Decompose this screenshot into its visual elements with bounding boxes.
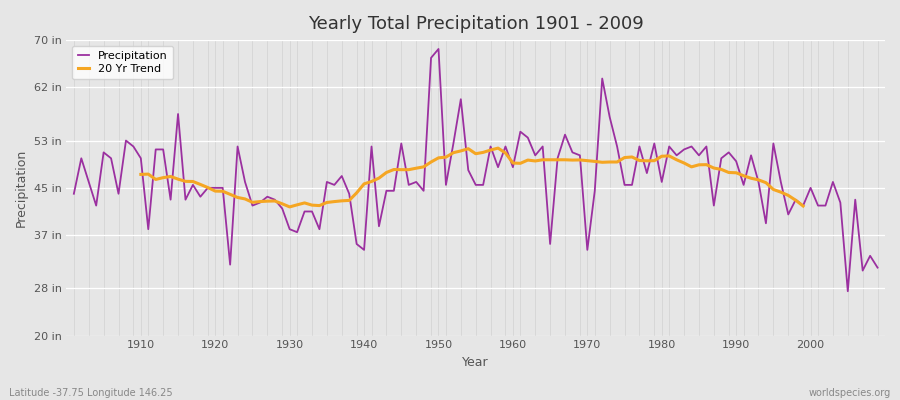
20 Yr Trend <box>344 198 355 203</box>
20 Yr Trend <box>797 204 808 208</box>
Precipitation <box>872 265 883 270</box>
20 Yr Trend <box>701 162 712 167</box>
20 Yr Trend <box>716 167 726 172</box>
Precipitation <box>292 230 302 234</box>
Precipitation <box>604 114 615 119</box>
Precipitation <box>842 289 853 294</box>
Precipitation <box>337 174 347 178</box>
Line: 20 Yr Trend: 20 Yr Trend <box>140 148 803 207</box>
Text: Latitude -37.75 Longitude 146.25: Latitude -37.75 Longitude 146.25 <box>9 388 173 398</box>
20 Yr Trend <box>284 204 295 209</box>
20 Yr Trend <box>492 146 503 150</box>
X-axis label: Year: Year <box>463 356 489 369</box>
Legend: Precipitation, 20 Yr Trend: Precipitation, 20 Yr Trend <box>72 46 173 79</box>
Text: worldspecies.org: worldspecies.org <box>809 388 891 398</box>
20 Yr Trend <box>135 172 146 177</box>
Title: Yearly Total Precipitation 1901 - 2009: Yearly Total Precipitation 1901 - 2009 <box>308 15 644 33</box>
Line: Precipitation: Precipitation <box>74 49 878 291</box>
Precipitation <box>68 191 79 196</box>
20 Yr Trend <box>225 192 236 197</box>
Precipitation <box>515 129 526 134</box>
Y-axis label: Precipitation: Precipitation <box>15 149 28 227</box>
Precipitation <box>128 144 139 149</box>
Precipitation <box>508 165 518 170</box>
20 Yr Trend <box>783 193 794 198</box>
Precipitation <box>433 46 444 51</box>
20 Yr Trend <box>612 160 623 164</box>
